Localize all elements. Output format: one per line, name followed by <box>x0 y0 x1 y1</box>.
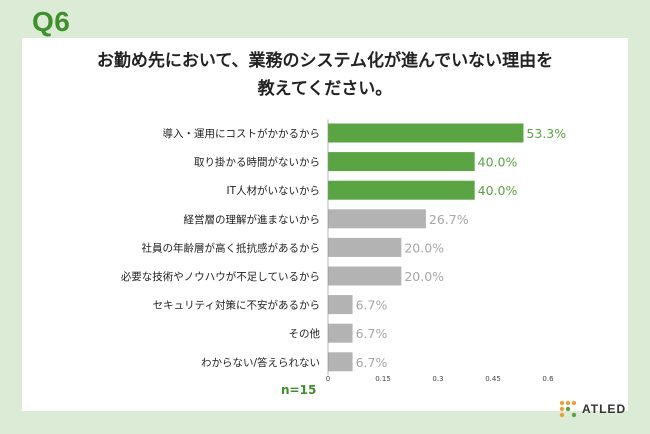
x-tick-label: 0 <box>326 375 330 383</box>
chart-card <box>22 38 628 411</box>
value-label: 6.7% <box>356 355 388 370</box>
title-line-1: お勤め先において、業務のシステム化が進んでいない理由を <box>96 51 554 71</box>
question-number: Q6 <box>32 6 71 37</box>
title-line-2: 教えてください。 <box>257 79 393 99</box>
x-tick-label: 0.6 <box>542 375 554 383</box>
page-title: お勤め先において、業務のシステム化が進んでいない理由を 教えてください。 <box>60 47 590 103</box>
atled-logo: ATLED <box>558 398 638 420</box>
category-label: 社員の年齢層が高く抵抗感があるから <box>142 241 321 254</box>
atled-logo-icon <box>559 400 577 418</box>
bar <box>328 237 402 257</box>
value-label: 40.0% <box>478 183 518 198</box>
bar <box>328 123 524 143</box>
value-label: 40.0% <box>478 155 518 170</box>
value-label: 26.7% <box>429 212 469 227</box>
value-label: 20.0% <box>404 269 444 284</box>
value-label: 6.7% <box>356 298 388 313</box>
bar <box>328 295 353 315</box>
x-tick-label: 0.15 <box>375 375 391 383</box>
category-label: 必要な技術やノウハウが不足しているから <box>121 270 320 283</box>
value-label: 20.0% <box>404 240 444 255</box>
logo-text: ATLED <box>582 402 627 416</box>
value-label: 53.3% <box>526 126 566 141</box>
bar <box>328 152 475 172</box>
value-label: 6.7% <box>356 326 388 341</box>
sample-size-label: n=15 <box>281 383 317 397</box>
bar <box>328 209 426 229</box>
x-tick-label: 0.45 <box>485 375 501 383</box>
category-label: その他 <box>289 327 321 340</box>
x-tick-label: 0.3 <box>432 375 443 383</box>
category-label: 導入・運用にコストがかかるから <box>163 127 321 140</box>
category-label: わからない/答えられない <box>201 356 320 369</box>
category-label: セキュリティ対策に不安があるから <box>153 299 320 312</box>
bar <box>328 266 402 286</box>
category-label: 取り掛かる時間がないから <box>194 156 320 169</box>
category-label: 経営層の理解が進まないから <box>184 213 321 226</box>
bar <box>328 352 353 372</box>
bar <box>328 323 353 343</box>
category-label: IT人材がいないから <box>226 184 320 197</box>
bar <box>328 180 475 200</box>
